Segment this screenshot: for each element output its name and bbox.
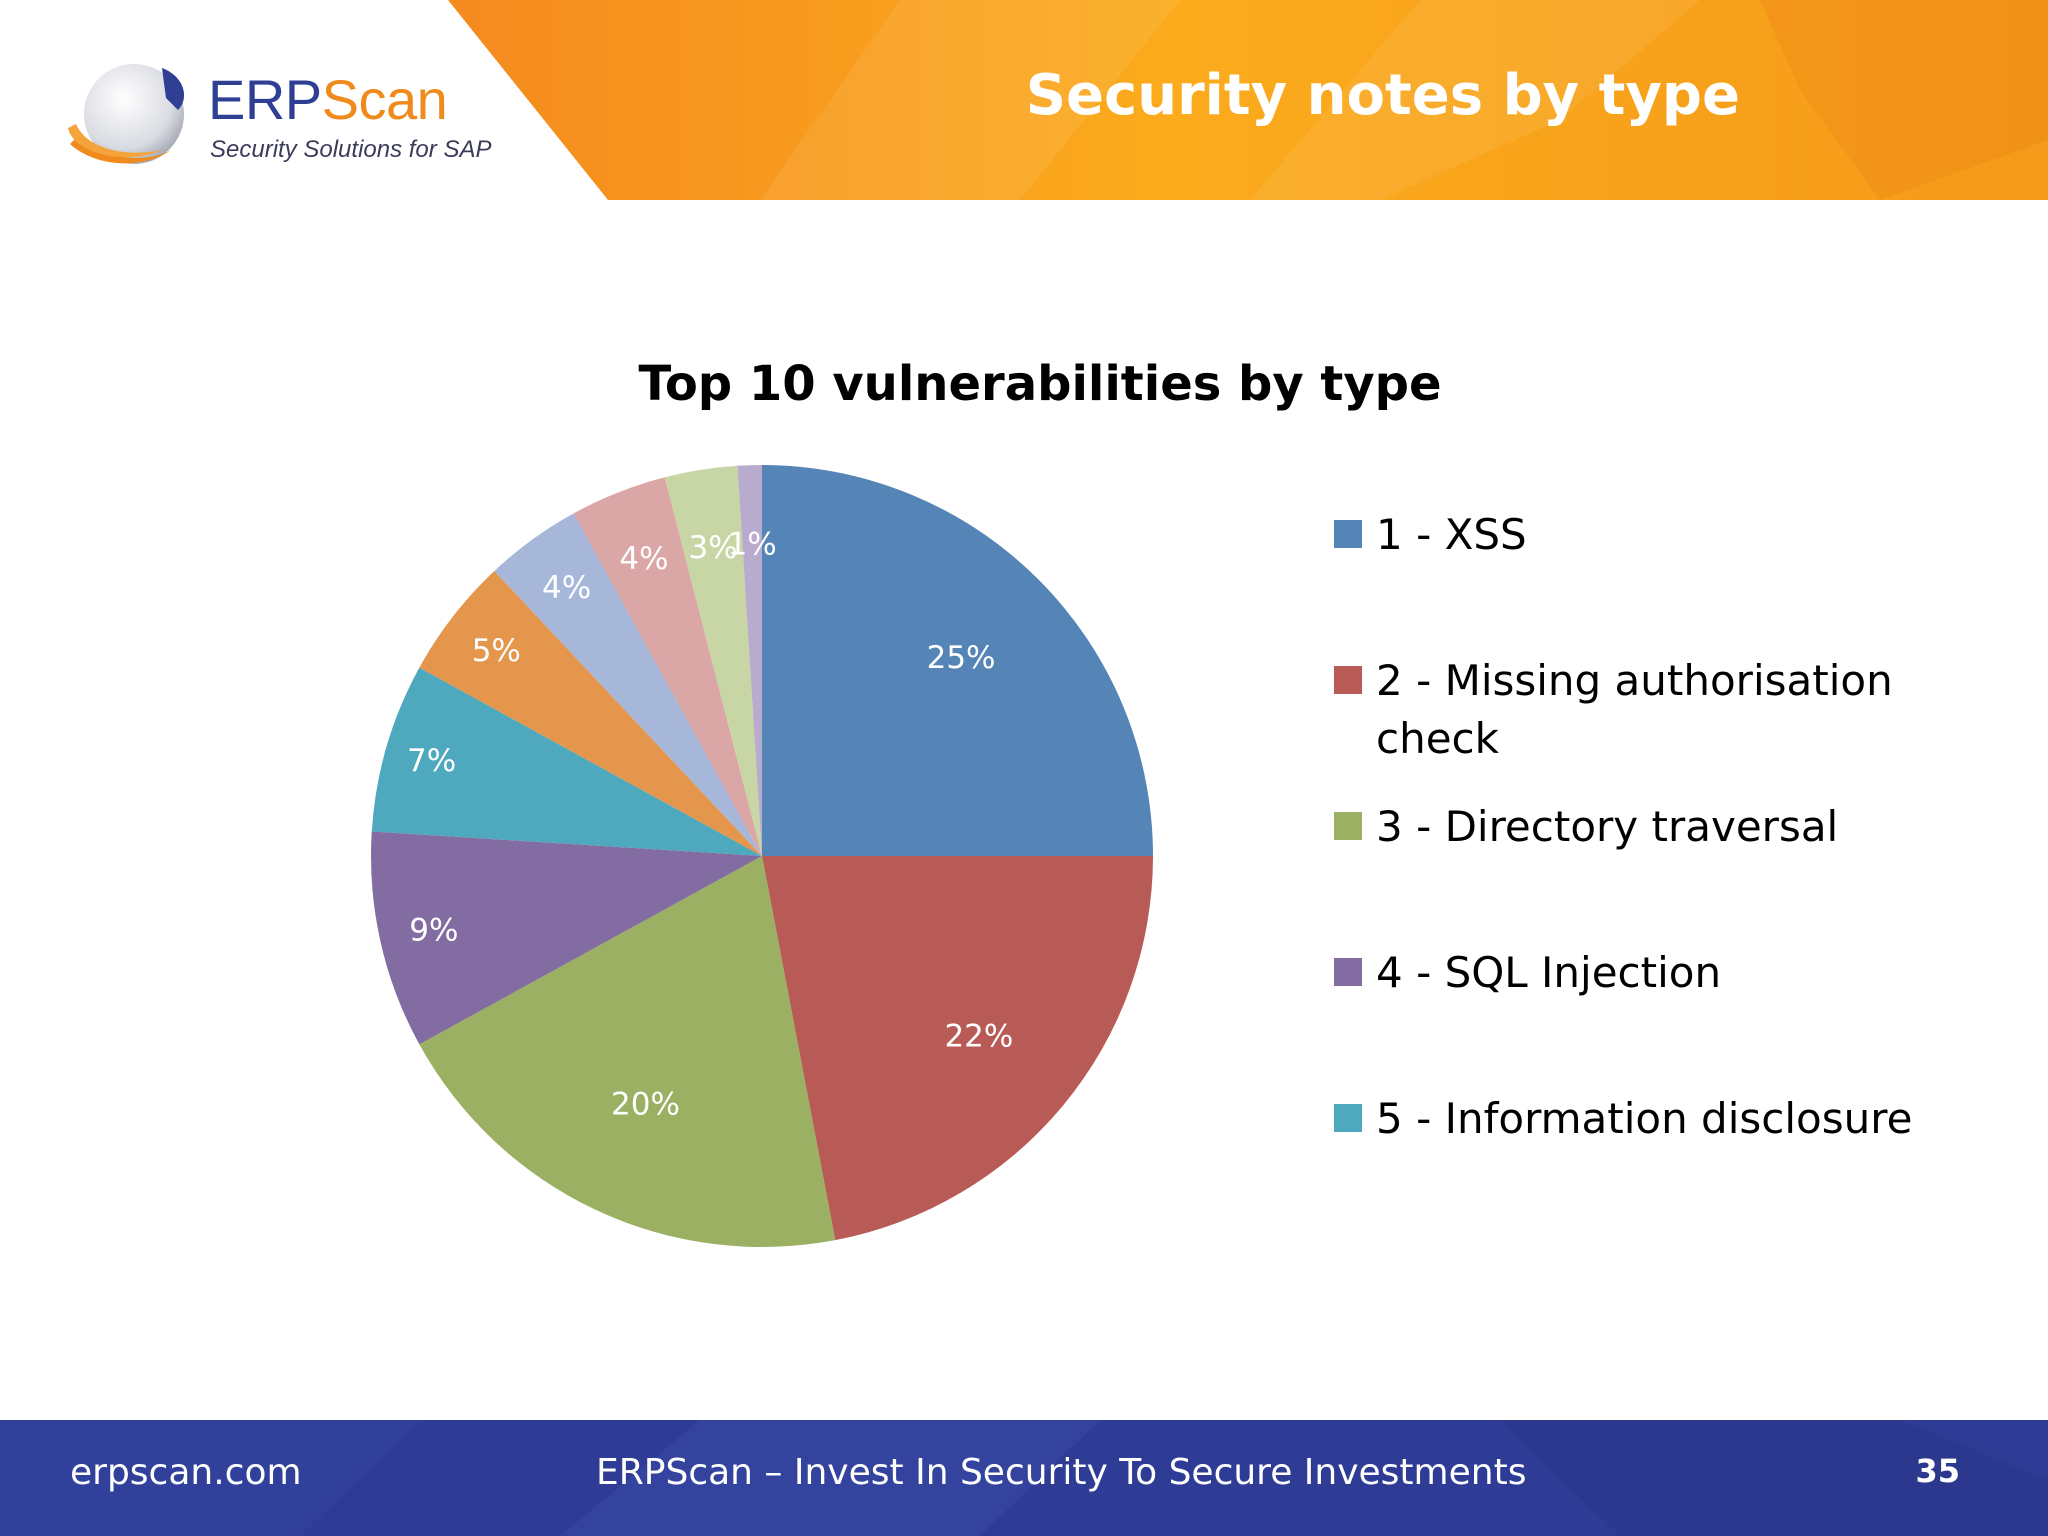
pie-chart: Top 10 vulnerabilities by type 25% 22% 20%… [370, 356, 1913, 1247]
footer-pattern [0, 1420, 2048, 1536]
pie-slice-5 [371, 667, 762, 856]
brand-tagline: Security Solutions for SAP [210, 136, 492, 163]
slice-label-1: 25% [927, 640, 996, 676]
legend-swatch [1334, 812, 1362, 840]
slide-footer: erpscan.com ERPScan – Invest In Security… [0, 1420, 2048, 1536]
brand-wordmark: ERPScan [208, 68, 448, 132]
pie-slice-9 [664, 465, 762, 856]
legend-swatch [1334, 958, 1362, 986]
slice-label-5: 7% [407, 743, 456, 779]
footer-slogan: ERPScan – Invest In Security To Secure I… [596, 1452, 1527, 1493]
footer-website[interactable]: erpscan.com [70, 1452, 302, 1493]
pie-chart-canvas: 25% 22% 20% 9% 7% 5% 4% 4% 3%1% [370, 465, 1153, 1247]
pie-slice-8 [573, 477, 762, 856]
slide-header: ERPScan Security Solutions for SAP Secur… [0, 0, 2048, 200]
slice-label-3: 20% [611, 1087, 680, 1123]
legend-label: 5 - Information disclosure [1376, 1094, 1913, 1143]
erpscan-logo: ERPScan Security Solutions for SAP [66, 58, 506, 178]
pie-slice-4 [370, 831, 762, 1045]
page-number: 35 [1915, 1452, 1960, 1490]
pie-slice-1 [762, 465, 1153, 856]
legend-label: 4 - SQL Injection [1376, 948, 1722, 997]
slice-label-10: 1% [728, 526, 777, 562]
slice-label-7: 4% [542, 570, 591, 606]
legend-swatch [1334, 666, 1362, 694]
pie-slice-7 [494, 513, 762, 856]
pie-slice-3 [419, 856, 836, 1247]
legend-swatch [1334, 520, 1362, 548]
brand-part-scan: Scan [321, 68, 448, 131]
slice-label-8: 4% [619, 541, 668, 577]
pie-slice-2 [762, 856, 1153, 1241]
slice-label-4: 9% [409, 912, 458, 948]
legend-label: 1 - XSS [1376, 510, 1527, 559]
brand-part-erp: ERP [208, 68, 322, 131]
globe-logo-icon [68, 64, 185, 164]
slide-title: Security notes by type [1025, 63, 1740, 128]
pie-slice-10 [737, 465, 762, 856]
slice-label-9: 3% [688, 530, 737, 566]
chart-title: Top 10 vulnerabilities by type [638, 356, 1442, 412]
slice-label-6: 5% [472, 633, 521, 669]
legend-swatch [1334, 1104, 1362, 1132]
pie-slice-6 [419, 570, 762, 856]
header-orange-band [448, 0, 2048, 200]
legend-label: 3 - Directory traversal [1376, 802, 1839, 851]
slice-label-2: 22% [944, 1018, 1013, 1054]
legend-label: 2 - Missing authorisation check [1376, 656, 1893, 763]
